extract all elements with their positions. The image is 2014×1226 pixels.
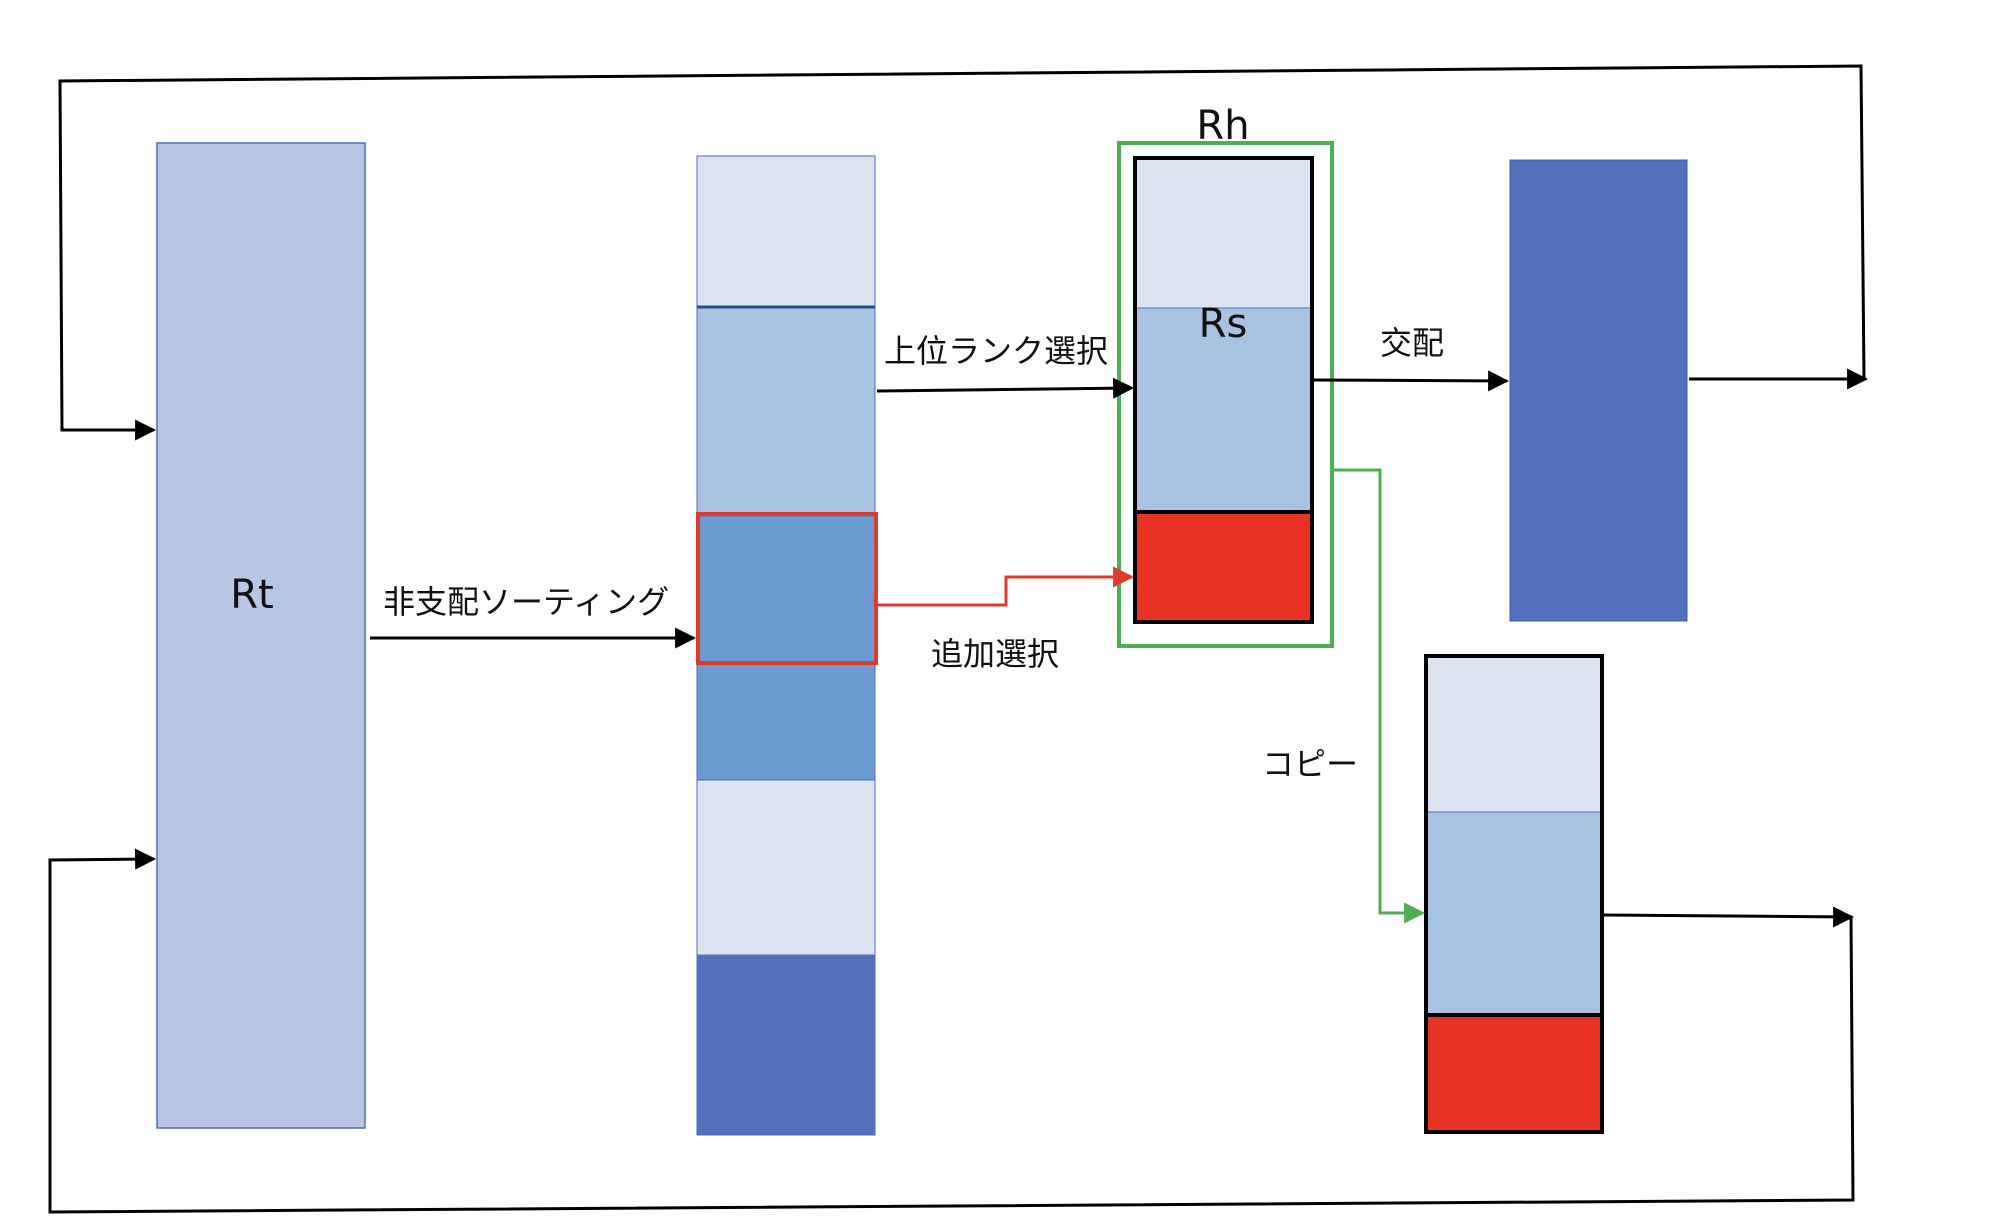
non-dominated-sorting-label: 非支配ソーティング [383, 583, 669, 621]
feedback-loop-top [58, 64, 1866, 441]
top-rank-selection-label: 上位ランク選択 [884, 332, 1108, 370]
offspring-block [1509, 159, 1688, 622]
top-rank-arrow [876, 377, 1135, 399]
copy-label: コピー [1262, 745, 1358, 783]
front-segment-4 [696, 779, 876, 956]
additional-selection-arrow [877, 566, 1135, 607]
rs-segment-1 [1135, 158, 1312, 308]
rh-label: Rh [1196, 103, 1249, 149]
front-segment-5 [696, 954, 876, 1136]
crossover-label: 交配 [1380, 324, 1444, 362]
copy-segment-1 [1426, 656, 1602, 812]
copy-arrow [1333, 468, 1426, 924]
rs-segment-3 [1135, 512, 1312, 622]
rt-block [156, 142, 366, 1129]
rs-block [1133, 156, 1314, 624]
rs-label: Rs [1199, 301, 1248, 347]
front-segment-2 [696, 306, 876, 517]
rt-label: Rt [230, 572, 273, 618]
rs-segment-2 [1135, 308, 1312, 512]
additional-selection-label: 追加選択 [931, 635, 1059, 673]
copy-outline [1424, 654, 1604, 1134]
additional-selection-highlight [696, 512, 878, 665]
crossover-arrow [1313, 370, 1510, 392]
copy-block [1424, 654, 1604, 1134]
feedback-loop-bottom [48, 848, 1855, 1214]
front-segment-1 [696, 155, 876, 308]
rs-outline [1133, 156, 1314, 624]
sorted-fronts-column [696, 155, 878, 1136]
copy-segment-2 [1426, 812, 1602, 1015]
front-segment-3 [696, 515, 876, 781]
copy-segment-3 [1426, 1015, 1602, 1132]
